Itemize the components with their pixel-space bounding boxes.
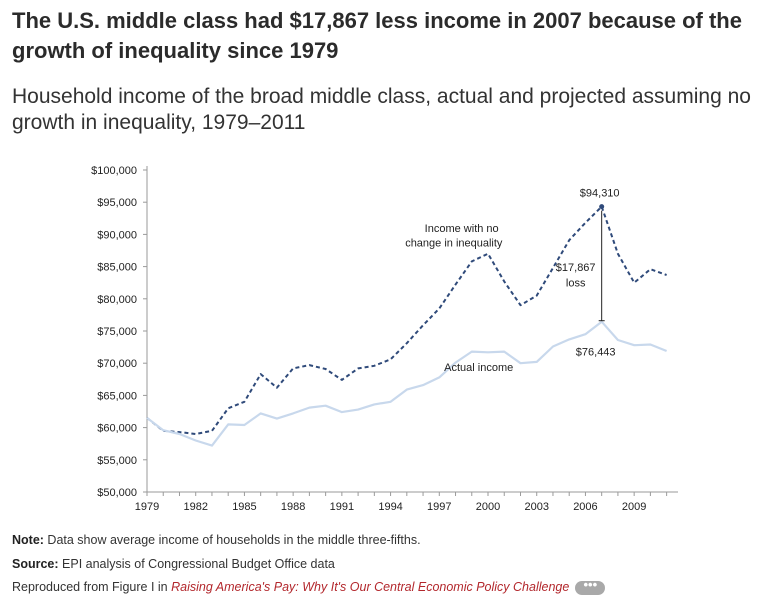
- lower-series-label: Actual income: [444, 362, 513, 374]
- source-label: Source:: [12, 557, 59, 571]
- series-line-actual-income: [146, 320, 668, 447]
- source-text: EPI analysis of Congressional Budget Off…: [58, 557, 335, 571]
- y-tick-label: $65,000: [97, 390, 137, 402]
- x-tick-label: 2009: [622, 501, 646, 513]
- y-tick-label: $100,000: [91, 165, 137, 177]
- peak-value-label: $94,310: [580, 188, 620, 200]
- reproduced-line: Reproduced from Figure I in Raising Amer…: [12, 578, 606, 595]
- x-tick-label: 2003: [524, 501, 548, 513]
- x-tick-label: 1979: [135, 501, 159, 513]
- chart-axes: $50,000 $55,000 $60,000 $65,000 $70,000 $75,0…: [91, 165, 678, 513]
- x-tick-label: 2006: [573, 501, 597, 513]
- report-link[interactable]: Raising America's Pay: Why It's Our Cent…: [171, 580, 570, 594]
- y-tick-label: $80,000: [97, 294, 137, 306]
- y-tick-label: $75,000: [97, 326, 137, 338]
- note-text: Data show average income of households i…: [43, 533, 421, 547]
- upper-series-label: change in inequality: [405, 238, 503, 250]
- x-tick-label: 1994: [378, 501, 402, 513]
- y-tick-label: $70,000: [97, 358, 137, 370]
- y-tick-label: $85,000: [97, 262, 137, 274]
- x-tick-label: 1988: [281, 501, 305, 513]
- y-tick-label: $90,000: [97, 229, 137, 241]
- y-tick-label: $60,000: [97, 423, 137, 435]
- gap-amount-label: $17,867: [556, 262, 596, 274]
- x-tick-label: 2000: [476, 501, 500, 513]
- note-label: Note:: [12, 533, 44, 547]
- chart-series: [146, 205, 668, 447]
- line-chart: $50,000 $55,000 $60,000 $65,000 $70,000 $75,0…: [91, 165, 678, 513]
- actual-2007-value-label: $76,443: [576, 346, 616, 358]
- x-tick-label: 1997: [427, 501, 451, 513]
- source-line: Source: EPI analysis of Congressional Bu…: [12, 556, 335, 572]
- note-line: Note: Data show average income of househ…: [12, 532, 421, 548]
- reproduced-text: Reproduced from Figure I in: [12, 580, 172, 594]
- upper-series-label: Income with no: [425, 223, 499, 235]
- series-line-no-inequality-change: [146, 205, 667, 435]
- peak-point-marker: [599, 204, 605, 210]
- chart-annotations: $94,310 $17,867 loss $76,443 Income with no c…: [405, 188, 619, 374]
- x-tick-label: 1982: [183, 501, 207, 513]
- chart-title: The U.S. middle class had $17,867 less i…: [12, 8, 742, 63]
- y-tick-label: $95,000: [97, 197, 137, 209]
- y-tick-label: $55,000: [97, 455, 137, 467]
- x-tick-label: 1991: [330, 501, 354, 513]
- chart-subtitle: Household income of the broad middle cla…: [12, 85, 751, 134]
- more-options-button[interactable]: •••: [575, 578, 606, 595]
- gap-loss-label: loss: [566, 278, 586, 290]
- x-tick-label: 1985: [232, 501, 256, 513]
- y-tick-label: $50,000: [97, 487, 137, 499]
